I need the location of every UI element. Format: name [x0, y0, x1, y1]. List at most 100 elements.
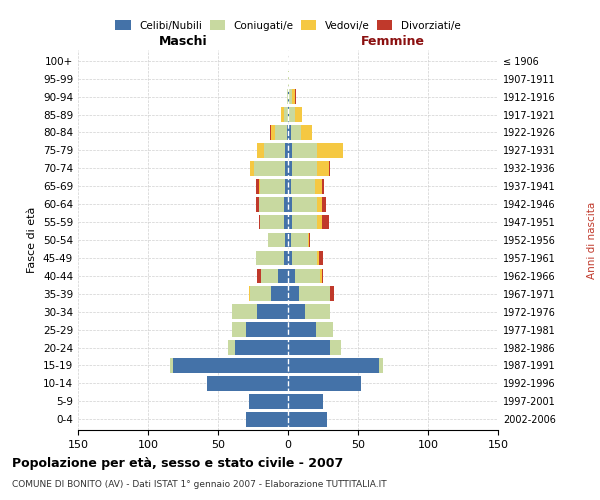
- Bar: [284, 197, 288, 212]
- Bar: [257, 268, 262, 283]
- Text: Anni di nascita: Anni di nascita: [587, 202, 597, 278]
- Bar: [288, 125, 291, 140]
- Bar: [173, 358, 288, 373]
- Bar: [322, 197, 326, 212]
- Bar: [232, 322, 246, 337]
- Bar: [295, 90, 296, 104]
- Bar: [288, 412, 327, 426]
- Bar: [257, 143, 264, 158]
- Bar: [260, 179, 285, 194]
- Bar: [250, 286, 271, 301]
- Bar: [288, 394, 323, 408]
- Bar: [329, 161, 330, 176]
- Bar: [288, 90, 289, 104]
- Bar: [292, 197, 317, 212]
- Bar: [292, 214, 317, 230]
- Bar: [288, 72, 289, 86]
- Bar: [291, 179, 314, 194]
- Bar: [309, 232, 310, 248]
- Bar: [288, 376, 361, 390]
- Bar: [330, 340, 341, 355]
- Bar: [316, 322, 333, 337]
- Bar: [260, 214, 284, 230]
- Bar: [284, 107, 288, 122]
- Bar: [246, 412, 288, 426]
- Bar: [275, 125, 287, 140]
- Bar: [288, 161, 292, 176]
- Bar: [288, 358, 379, 373]
- Bar: [246, 322, 288, 337]
- Bar: [254, 161, 285, 176]
- Bar: [295, 107, 302, 122]
- Bar: [291, 232, 308, 248]
- Bar: [287, 125, 288, 140]
- Bar: [320, 268, 322, 283]
- Bar: [289, 107, 295, 122]
- Bar: [285, 179, 288, 194]
- Bar: [288, 107, 289, 122]
- Bar: [379, 358, 383, 373]
- Bar: [281, 107, 284, 122]
- Bar: [284, 250, 288, 266]
- Bar: [289, 90, 292, 104]
- Bar: [264, 143, 285, 158]
- Bar: [256, 250, 284, 266]
- Bar: [291, 125, 301, 140]
- Bar: [305, 304, 330, 319]
- Bar: [288, 250, 292, 266]
- Bar: [259, 179, 260, 194]
- Bar: [249, 286, 250, 301]
- Bar: [288, 304, 305, 319]
- Bar: [301, 125, 312, 140]
- Text: Femmine: Femmine: [361, 35, 425, 48]
- Bar: [317, 250, 319, 266]
- Bar: [317, 197, 322, 212]
- Bar: [288, 214, 292, 230]
- Bar: [288, 179, 291, 194]
- Bar: [322, 268, 323, 283]
- Bar: [232, 304, 257, 319]
- Bar: [285, 143, 288, 158]
- Bar: [256, 179, 259, 194]
- Bar: [287, 90, 288, 104]
- Bar: [322, 179, 325, 194]
- Bar: [259, 197, 284, 212]
- Bar: [250, 161, 254, 176]
- Bar: [285, 161, 288, 176]
- Bar: [288, 143, 292, 158]
- Bar: [257, 304, 288, 319]
- Bar: [259, 214, 260, 230]
- Y-axis label: Fasce di età: Fasce di età: [28, 207, 37, 273]
- Bar: [288, 197, 292, 212]
- Bar: [322, 214, 329, 230]
- Bar: [314, 179, 322, 194]
- Bar: [284, 214, 288, 230]
- Bar: [317, 214, 322, 230]
- Bar: [235, 340, 288, 355]
- Bar: [319, 250, 323, 266]
- Text: COMUNE DI BONITO (AV) - Dati ISTAT 1° gennaio 2007 - Elaborazione TUTTITALIA.IT: COMUNE DI BONITO (AV) - Dati ISTAT 1° ge…: [12, 480, 386, 489]
- Bar: [285, 232, 288, 248]
- Bar: [295, 268, 320, 283]
- Bar: [288, 286, 299, 301]
- Bar: [308, 232, 309, 248]
- Bar: [278, 268, 288, 283]
- Bar: [292, 161, 317, 176]
- Bar: [288, 340, 330, 355]
- Bar: [271, 286, 288, 301]
- Legend: Celibi/Nubili, Coniugati/e, Vedovi/e, Divorziati/e: Celibi/Nubili, Coniugati/e, Vedovi/e, Di…: [112, 17, 464, 34]
- Bar: [292, 250, 317, 266]
- Bar: [292, 90, 295, 104]
- Text: Popolazione per età, sesso e stato civile - 2007: Popolazione per età, sesso e stato civil…: [12, 458, 343, 470]
- Bar: [262, 268, 278, 283]
- Bar: [299, 286, 330, 301]
- Bar: [271, 125, 275, 140]
- Text: Maschi: Maschi: [158, 35, 208, 48]
- Bar: [207, 376, 288, 390]
- Bar: [288, 232, 291, 248]
- Bar: [317, 161, 329, 176]
- Bar: [288, 268, 295, 283]
- Bar: [288, 322, 316, 337]
- Bar: [292, 143, 317, 158]
- Bar: [228, 340, 235, 355]
